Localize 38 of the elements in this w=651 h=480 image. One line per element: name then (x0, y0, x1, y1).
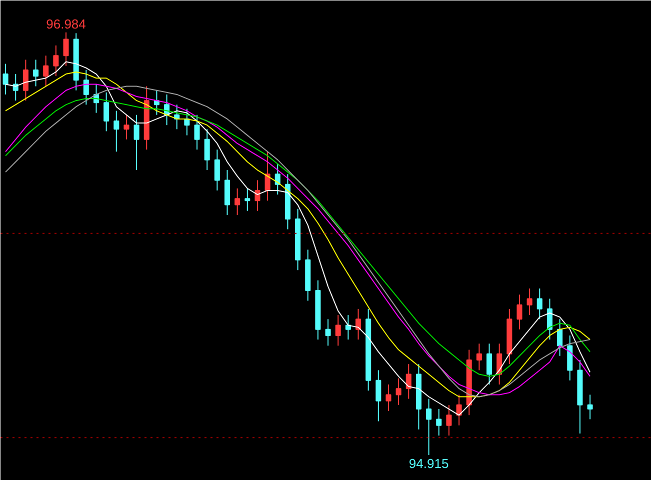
candlestick (546, 298, 552, 340)
candlestick (104, 92, 110, 132)
candlestick (486, 343, 492, 385)
candlestick (516, 294, 522, 330)
candlestick (557, 318, 563, 356)
candlestick (536, 288, 542, 320)
candlestick (53, 44, 59, 77)
candlestick (446, 404, 452, 436)
candlestick (436, 408, 442, 436)
candlestick (587, 394, 593, 420)
candlestick (22, 59, 28, 102)
candlestick (274, 163, 280, 196)
candlestick (134, 114, 140, 171)
candlestick (386, 384, 392, 412)
candlestick (2, 63, 8, 95)
candlestick (63, 32, 69, 66)
candlestick (43, 55, 49, 87)
candlestick (194, 114, 200, 150)
candlestick (83, 69, 89, 106)
candlestick (234, 188, 240, 216)
candlestick (214, 149, 220, 191)
candlestick (406, 364, 412, 400)
candlestick (325, 318, 331, 346)
annotation: 94.915 (408, 456, 449, 471)
candlestick (376, 370, 382, 422)
candlestick (526, 288, 532, 316)
annotation: 96.984 (46, 16, 86, 32)
candlestick (396, 378, 402, 406)
candlestick (476, 343, 482, 371)
candlestick (355, 308, 362, 340)
candlestick (426, 398, 432, 456)
candlestick (114, 110, 120, 152)
candlestick (244, 188, 250, 212)
candlestick (335, 314, 341, 346)
candlestick (204, 128, 210, 171)
candlestick (33, 59, 39, 87)
candlestick (12, 74, 18, 102)
candlestick (124, 114, 130, 140)
